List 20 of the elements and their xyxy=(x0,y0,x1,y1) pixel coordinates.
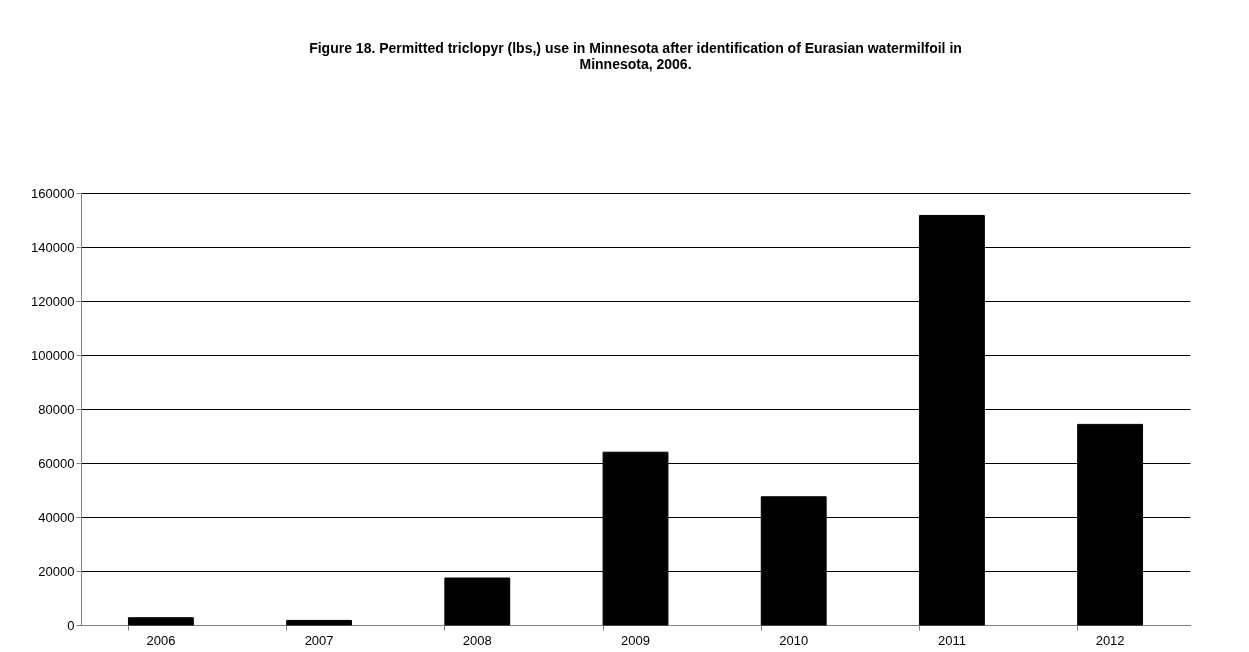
y-tick-label: 160000 xyxy=(31,185,75,201)
y-tick-label: 60000 xyxy=(38,455,75,471)
y-tick-label: 140000 xyxy=(31,239,75,255)
x-tick-label: 2011 xyxy=(937,632,966,648)
chart-title: Figure 18. Permitted triclopyr (lbs,) use in Minnesota after identification of Eurasian watermilfoil in Minnesota, 2006. xyxy=(309,40,962,72)
y-tick-label: 120000 xyxy=(31,293,75,309)
x-tick-label: 2008 xyxy=(462,632,492,648)
bar xyxy=(127,617,194,626)
bar xyxy=(444,577,511,626)
x-tick-label: 2012 xyxy=(1095,632,1125,648)
x-tick-label: 2007 xyxy=(304,632,334,648)
x-tick-label: 2009 xyxy=(621,632,650,648)
x-tick-label: 2010 xyxy=(779,632,809,648)
x-tick-label: 2006 xyxy=(146,632,176,648)
y-tick-label: 0 xyxy=(67,617,75,633)
y-tick-label: 100000 xyxy=(31,347,75,363)
y-tick-label: 40000 xyxy=(38,509,75,525)
y-tick-label: 20000 xyxy=(38,563,75,579)
bar xyxy=(286,619,353,626)
y-tick-label: 80000 xyxy=(38,401,75,417)
